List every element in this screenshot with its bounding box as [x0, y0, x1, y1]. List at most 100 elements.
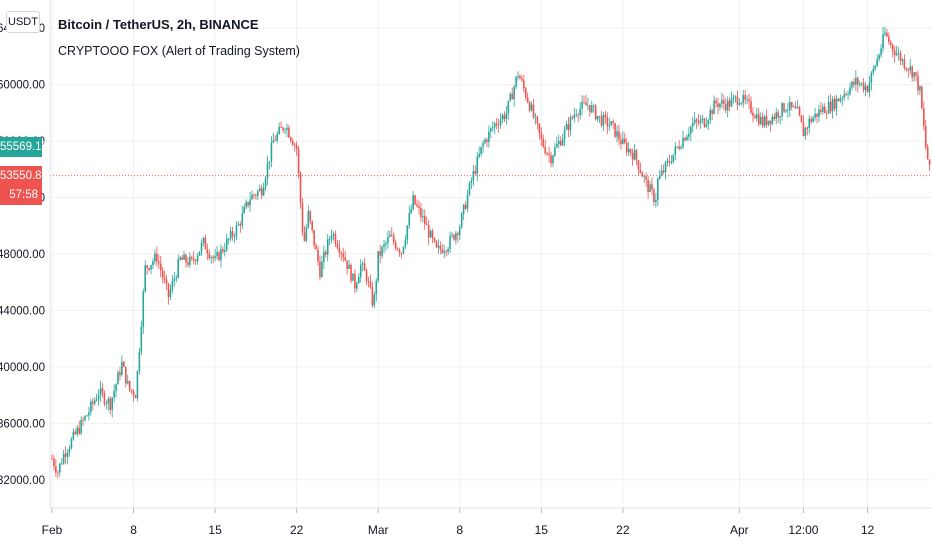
candle — [424, 209, 426, 230]
candle — [779, 115, 781, 125]
candle — [210, 255, 213, 264]
candle-body — [542, 138, 545, 147]
candle — [146, 264, 148, 275]
candle — [317, 245, 319, 266]
candle — [272, 133, 275, 143]
candle-body — [157, 261, 160, 264]
candle — [919, 84, 921, 96]
candle — [526, 92, 529, 104]
candle-body — [278, 126, 280, 134]
candle-body — [352, 273, 354, 281]
candle-body — [472, 171, 475, 181]
candle-body — [445, 251, 447, 252]
candle — [800, 114, 803, 123]
candle-body — [344, 257, 346, 261]
candle — [734, 95, 737, 103]
indicator-label[interactable]: CRYPTOOO FOX (Alert of Trading System) — [58, 44, 300, 58]
candle — [841, 95, 844, 106]
candle — [814, 108, 816, 122]
candle — [76, 425, 79, 437]
candle-body — [499, 119, 502, 126]
candle — [723, 94, 725, 111]
candle-body — [105, 403, 108, 405]
candle — [373, 291, 376, 309]
candle — [651, 177, 653, 196]
candle — [583, 95, 585, 105]
candle — [470, 177, 473, 190]
candle — [534, 112, 537, 125]
candle-body — [138, 351, 141, 372]
candle — [365, 268, 368, 286]
candle — [251, 190, 253, 200]
candle — [596, 115, 599, 122]
candle-body — [330, 235, 333, 240]
candle-body — [721, 100, 723, 104]
candle-body — [185, 254, 187, 263]
candle — [179, 256, 181, 262]
candle-body — [466, 194, 469, 209]
candle — [367, 276, 370, 288]
candle-body — [206, 249, 209, 254]
currency-badge[interactable]: USDT — [6, 11, 40, 33]
symbol-title: Bitcoin / TetherUS, 2h, BINANCE — [58, 17, 259, 32]
candle-body — [742, 94, 745, 103]
candle-body — [338, 247, 341, 253]
candle — [765, 109, 768, 129]
candle — [472, 164, 475, 186]
candle-body — [268, 161, 271, 163]
candle — [688, 127, 690, 141]
candle-body — [443, 251, 446, 253]
candle-body — [58, 463, 61, 473]
candle-body — [326, 239, 329, 255]
candle — [352, 273, 354, 281]
candle-body — [639, 169, 642, 173]
candle-body — [449, 235, 451, 249]
candle-body — [728, 100, 731, 107]
candle-body — [441, 249, 444, 253]
candle-body — [62, 453, 65, 464]
candle-body — [194, 260, 197, 262]
candle — [348, 259, 350, 270]
candle-body — [732, 97, 735, 99]
candle — [354, 269, 356, 294]
candle — [392, 232, 395, 246]
candle-body — [907, 69, 910, 71]
candle — [334, 230, 337, 248]
candle — [847, 90, 849, 100]
candle — [763, 114, 766, 128]
candle-body — [880, 48, 882, 56]
candle-body — [412, 195, 414, 209]
candle — [229, 226, 232, 242]
candle-body — [893, 50, 896, 56]
candle — [717, 97, 719, 115]
candle — [157, 254, 160, 269]
candle-body — [315, 245, 317, 250]
candle-body — [587, 104, 589, 106]
candle-body — [585, 102, 587, 106]
candle — [757, 107, 760, 127]
candle-body — [493, 123, 496, 128]
candle — [282, 126, 284, 133]
candle-body — [761, 117, 764, 126]
candle — [260, 184, 263, 199]
candle-body — [779, 116, 781, 118]
candle-body — [348, 264, 350, 269]
candle-body — [402, 246, 405, 254]
candle — [361, 260, 364, 272]
candle-body — [282, 127, 284, 131]
candle-body — [88, 412, 90, 416]
candle-body — [812, 117, 814, 122]
candle — [744, 89, 746, 105]
y-tick-label: 32000.00 — [0, 475, 45, 487]
candle-body — [829, 101, 832, 112]
candle-body — [86, 415, 88, 417]
candle — [177, 254, 180, 279]
candle-body — [530, 104, 533, 111]
candle-body — [890, 42, 892, 45]
candle-body — [567, 124, 570, 131]
candle-body — [785, 110, 787, 112]
candle — [668, 154, 671, 167]
candle-body — [258, 188, 261, 192]
